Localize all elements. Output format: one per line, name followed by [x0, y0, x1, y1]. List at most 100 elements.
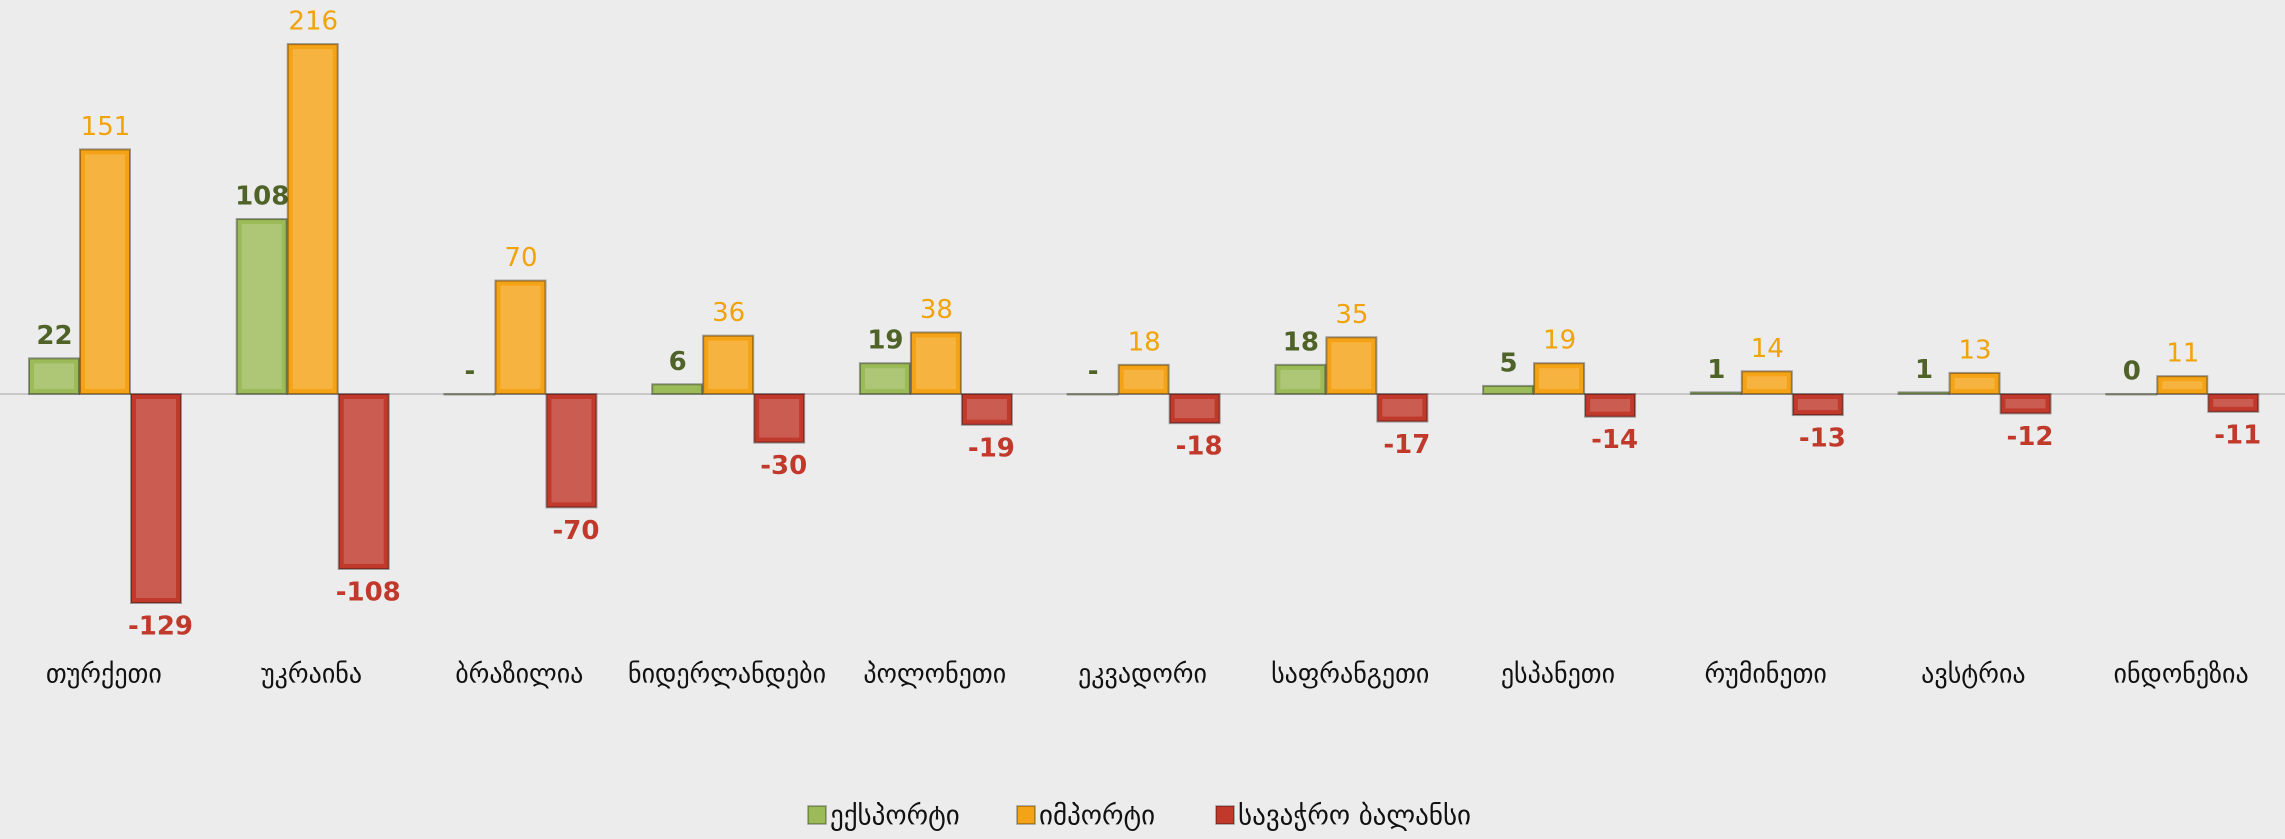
data-label: 36 — [712, 298, 745, 328]
bar — [702, 334, 755, 395]
bar — [2156, 375, 2209, 395]
bar — [28, 357, 80, 395]
data-label: 216 — [288, 7, 338, 37]
bar — [79, 148, 131, 395]
bar-highlight — [500, 285, 541, 389]
bar — [1325, 336, 1378, 395]
data-label: 19 — [867, 326, 903, 356]
bar — [651, 383, 704, 395]
data-label: -108 — [336, 577, 401, 607]
data-label: 35 — [1335, 300, 1368, 330]
data-label: -17 — [1383, 430, 1430, 460]
data-label: -19 — [968, 433, 1015, 463]
bar — [130, 393, 182, 604]
bar — [1791, 393, 1844, 417]
bar-highlight — [1280, 369, 1321, 389]
bar-highlight — [1797, 399, 1838, 411]
data-label: 22 — [36, 321, 72, 351]
x-tick-label: საფრანგეთი — [1271, 660, 1429, 690]
bar — [1689, 391, 1742, 396]
data-label: -70 — [552, 516, 599, 546]
data-label: 19 — [1543, 326, 1576, 356]
bar — [286, 43, 339, 396]
bar — [1584, 393, 1637, 418]
bar-highlight — [1590, 399, 1631, 412]
bar — [494, 279, 547, 396]
bar — [1482, 384, 1535, 395]
data-label: 38 — [920, 295, 953, 325]
bar — [1948, 371, 2001, 396]
bar-highlight — [1382, 399, 1423, 417]
bar — [337, 393, 390, 570]
legend-label: იმპორტი — [1039, 801, 1155, 832]
bar-highlight — [708, 340, 749, 389]
data-label: 5 — [1500, 348, 1518, 378]
bar-highlight — [2005, 399, 2046, 409]
bar — [858, 362, 911, 396]
data-label: -13 — [1799, 424, 1846, 454]
data-label: -14 — [1591, 425, 1638, 455]
bar-highlight — [966, 399, 1007, 420]
x-tick-label: თურქეთი — [46, 660, 162, 690]
data-label: - — [1088, 357, 1099, 387]
bar-highlight — [1331, 342, 1372, 389]
bar-highlight — [864, 368, 905, 389]
legend-label: ექსპორტი — [830, 801, 960, 832]
data-label: 151 — [81, 112, 131, 142]
x-tick-label: ბრაზილია — [455, 660, 583, 690]
bar-highlight — [34, 363, 74, 389]
bar-highlight — [2162, 381, 2203, 389]
bar — [1274, 363, 1327, 395]
data-label: - — [465, 357, 476, 387]
bar — [1168, 393, 1221, 425]
data-label: 70 — [504, 243, 537, 273]
x-tick-label: ავსტრია — [1921, 660, 2025, 690]
bar-highlight — [136, 399, 176, 598]
data-label: 6 — [669, 347, 687, 377]
bar — [545, 393, 598, 509]
bar — [909, 331, 962, 396]
x-tick-label: ნიდერლანდები — [628, 660, 826, 690]
bar-highlight — [1539, 368, 1580, 389]
bar — [1740, 370, 1793, 396]
bar — [753, 393, 806, 444]
data-label: -30 — [760, 451, 807, 481]
bar — [1999, 393, 2052, 415]
data-label: 14 — [1751, 334, 1784, 364]
data-label: 13 — [1958, 335, 1991, 365]
x-tick-label: უკრაინა — [261, 660, 362, 690]
data-label: -11 — [2214, 420, 2261, 450]
bar-highlight — [759, 399, 800, 438]
legend-marker — [1016, 805, 1036, 825]
data-label: -18 — [1176, 432, 1223, 462]
data-label: -129 — [128, 611, 193, 641]
bar-highlight — [551, 399, 592, 503]
bar-highlight — [85, 154, 125, 389]
x-tick-label: რუმინეთი — [1704, 660, 1826, 690]
bar-highlight — [1954, 377, 1995, 389]
legend-marker — [807, 805, 827, 825]
bar — [2105, 393, 2158, 396]
data-label: 1 — [1707, 355, 1725, 385]
bar — [1533, 362, 1586, 396]
bar-highlight — [2213, 399, 2254, 407]
x-tick-label: ინდონეზია — [2114, 660, 2249, 690]
bar-highlight — [915, 337, 956, 389]
data-label: 108 — [235, 182, 289, 212]
data-label: 1 — [1915, 355, 1933, 385]
bar — [1376, 393, 1429, 423]
data-label: 18 — [1128, 327, 1161, 357]
bar — [960, 393, 1013, 426]
data-label: -12 — [2007, 422, 2054, 452]
data-label: 11 — [2166, 339, 2199, 369]
x-tick-label: ეკვადორი — [1078, 660, 1207, 690]
x-tick-label: ესპანეთი — [1501, 660, 1615, 690]
bar-highlight — [1174, 399, 1215, 419]
bar — [235, 218, 288, 395]
bar — [1897, 391, 1950, 396]
data-label: 18 — [1283, 327, 1319, 357]
bar-highlight — [1123, 369, 1164, 389]
x-tick-label: პოლონეთი — [863, 660, 1006, 690]
bar — [443, 393, 496, 396]
